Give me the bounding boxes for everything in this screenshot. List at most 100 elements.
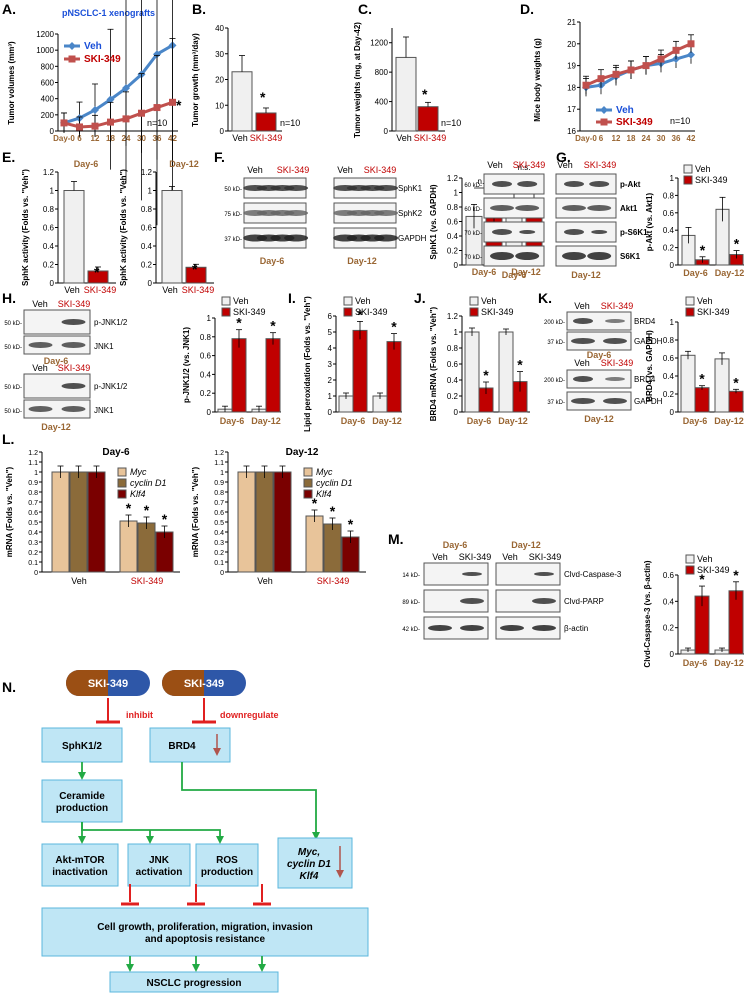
y-tick-label: 1 [148,187,153,196]
y-tick-label: 2 [328,376,333,385]
significance-star: * [700,242,706,258]
drug-pill-half [66,670,108,696]
band-label: p-S6K1 [620,228,648,237]
y-tick-label: 0.4 [663,597,675,606]
band [490,205,514,211]
y-axis-label: Tumor volumes (mm³) [7,41,16,125]
day-label: Day-6 [587,350,612,360]
y-tick-label: 800 [375,68,389,77]
blot-veh: Veh [574,358,590,368]
y-tick-label: 0.6 [447,218,459,227]
legend-veh: Veh [616,105,634,116]
day-label: Day-6 [683,416,708,426]
y-tick-label: 200 [41,111,55,120]
panel-letter: E. [2,149,15,165]
day-label: Day-6 [74,159,99,169]
pathway-label: BRD4 [168,741,196,752]
band [490,252,514,260]
day-label: Day-12 [571,270,601,280]
y-axis-label: p-JNK1/2 (vs. JNK1) [182,327,191,403]
significance-star: * [162,511,168,527]
pathway-box [41,907,369,957]
band-label: p-JNK1/2 [94,318,128,327]
y-tick-label: 0.3 [28,540,38,547]
blot-ski: SKI-349 [601,358,634,368]
y-tick-label: 0.4 [447,376,459,385]
significance-star: * [699,571,705,587]
day-label: Day-12 [372,416,402,426]
y-tick-label: 4 [328,344,333,353]
legend-swatch [117,478,127,488]
day-label: Day-12 [251,416,281,426]
band [460,598,484,604]
y-tick-label: 40 [215,24,224,33]
significance-star: * [312,495,318,511]
x-tick-label: 12 [612,134,621,143]
band [532,625,556,631]
blot-panel [423,616,489,640]
band [284,210,309,216]
pathway-label: NSCLC progression [146,978,241,989]
pathway-label: Klf4 [300,871,319,882]
kd-label: 50 kD- [4,409,22,415]
bar [231,71,253,132]
y-tick-label: 21 [567,18,576,27]
x-label-veh: Veh [162,285,178,295]
band [28,342,53,348]
significance-star: * [176,97,182,113]
blot-panel [566,311,632,331]
significance-star: * [348,516,354,532]
blot-panel [423,589,489,613]
y-tick-label: 0.6 [663,209,675,218]
bar [51,471,70,573]
y-tick-label: 0.2 [663,244,675,253]
data-point [687,50,695,59]
data-point [627,66,635,74]
y-tick-label: 0.4 [43,242,55,251]
blot-panel [483,173,545,195]
legend-swatch [303,478,313,488]
y-tick-label: 6 [328,312,333,321]
bar [694,387,710,413]
y-tick-label: 20 [215,76,224,85]
data-point [122,115,130,123]
y-tick-label: 0 [670,261,675,270]
y-tick-label: 0.8 [447,203,459,212]
significance-star: * [483,367,489,383]
x-tick-label: 6 [599,134,604,143]
day-label: Day-12 [169,159,199,169]
band [571,338,595,344]
data-point [597,75,605,83]
y-tick-label: 1.2 [447,174,459,183]
y-axis-label: SphK1 (vs. GAPDH) [429,184,438,259]
day-label: Day-12 [511,267,541,277]
x-tick-label: 30 [657,134,666,143]
bar [728,590,744,655]
y-axis-label: Clvd-Caspase-3 (vs. β-actin) [643,560,652,667]
day-label: Day-12 [347,256,377,266]
band [532,598,556,604]
band [284,185,309,191]
y-tick-label: 0 [34,570,38,577]
y-tick-label: 1.2 [447,312,459,321]
band [587,205,612,211]
band-label: Akt1 [620,204,638,213]
legend-gene: cyclin D1 [316,478,353,488]
blot-veh: Veh [502,552,518,562]
y-tick-label: 0.8 [200,333,212,342]
y-tick-label: 0 [384,127,389,136]
blot-veh: Veh [32,299,48,309]
bar [464,331,480,413]
legend-swatch [343,296,353,306]
significance-star: * [517,357,523,373]
pathway-box [149,727,231,763]
blot-panel [495,562,561,586]
y-tick-label: 0.1 [28,560,38,567]
data-point [687,40,695,48]
day-label: Day-6 [260,256,285,266]
y-tick-label: 17 [567,105,576,114]
band [374,185,399,191]
bar [69,471,88,573]
y-tick-label: 0.8 [214,490,224,497]
x-label-ski: SKI-349 [317,576,350,586]
